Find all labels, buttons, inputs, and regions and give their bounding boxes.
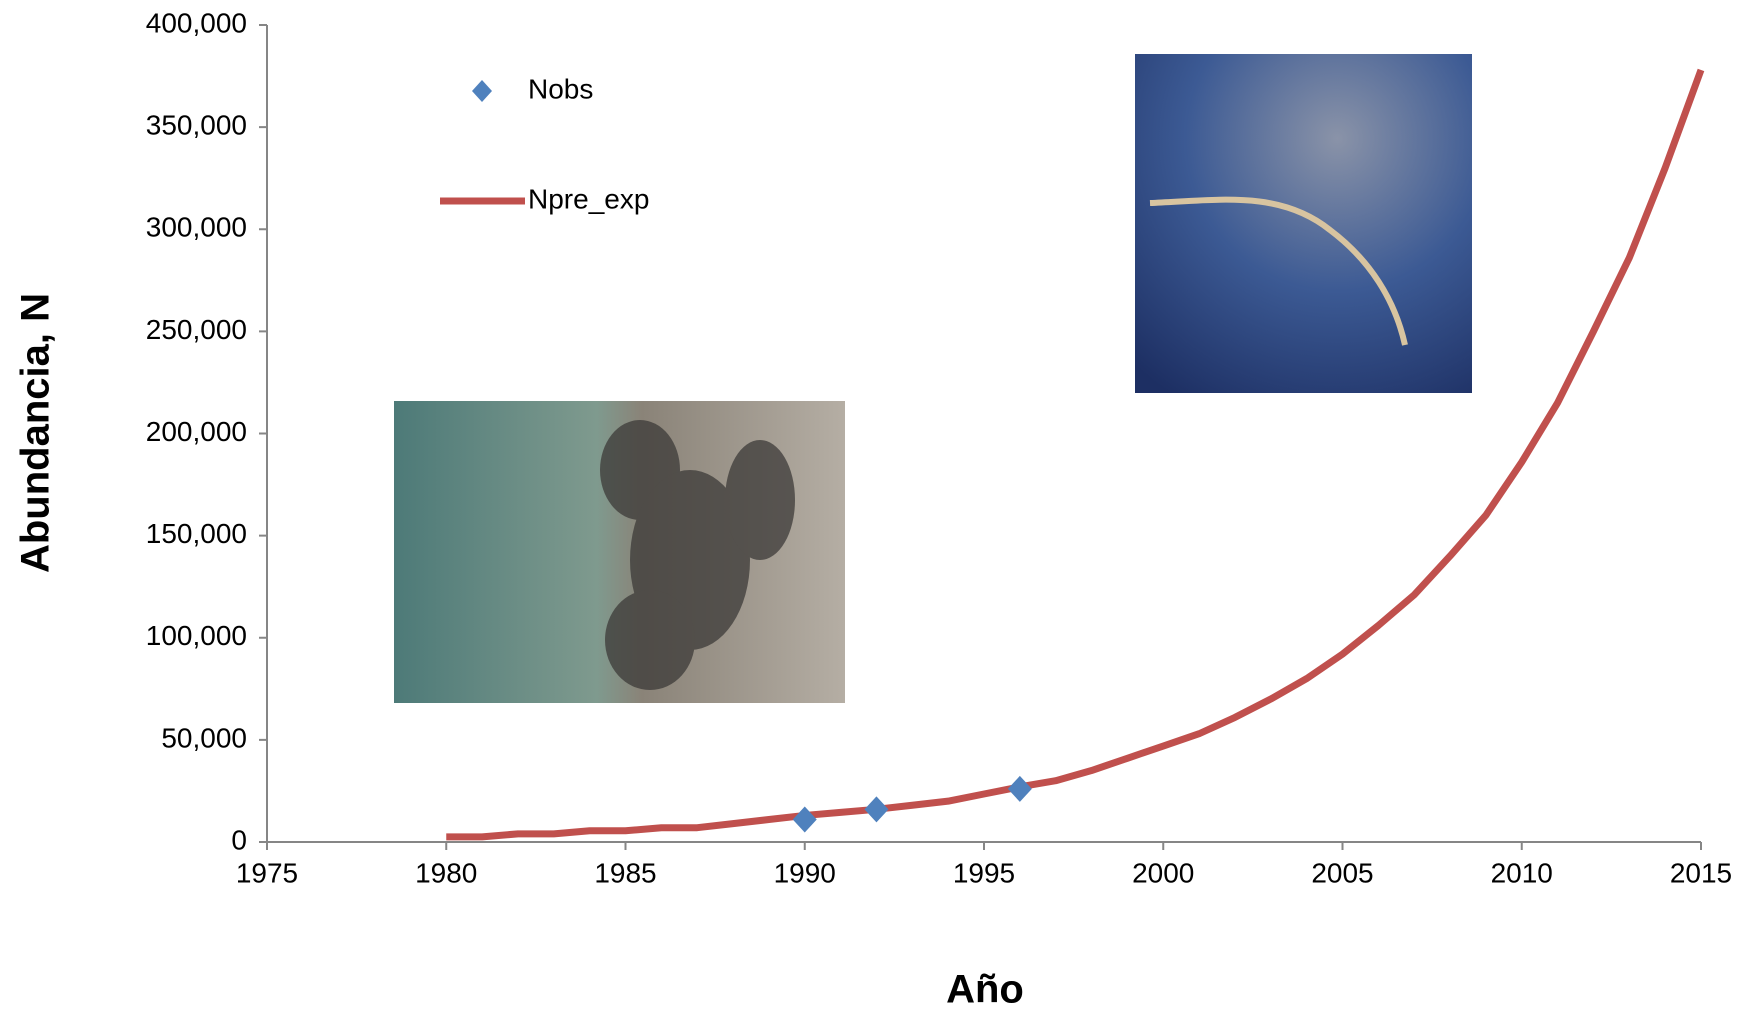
x-tick-label: 2010 bbox=[1491, 857, 1553, 888]
y-tick-label: 0 bbox=[231, 824, 247, 855]
y-tick-label: 200,000 bbox=[146, 416, 247, 447]
x-tick-label: 2000 bbox=[1132, 857, 1194, 888]
x-tick-label: 1975 bbox=[236, 857, 298, 888]
y-axis-title: Abundancia, N bbox=[14, 293, 58, 573]
x-tick-label: 1985 bbox=[594, 857, 656, 888]
chart: Año Abundancia, N 0 50,000 100,000 150,000 2… bbox=[0, 0, 1748, 1011]
x-tick-label: 1995 bbox=[953, 857, 1015, 888]
marker bbox=[793, 807, 817, 833]
x-axis-title: Año bbox=[946, 968, 1024, 1011]
marker bbox=[864, 796, 888, 822]
legend-marker bbox=[472, 80, 492, 102]
y-tick-label: 400,000 bbox=[146, 7, 247, 38]
y-tick-label: 350,000 bbox=[146, 110, 247, 141]
y-tick-label: 50,000 bbox=[161, 722, 247, 753]
y-tick-label: 300,000 bbox=[146, 212, 247, 243]
x-tick-label: 1980 bbox=[415, 857, 477, 888]
x-tick-label: 2015 bbox=[1670, 857, 1732, 888]
legend-label: Nobs bbox=[528, 73, 593, 104]
y-tick-label: 100,000 bbox=[146, 620, 247, 651]
marker bbox=[1008, 776, 1032, 802]
y-tick-label: 250,000 bbox=[146, 314, 247, 345]
y-tick-label: 150,000 bbox=[146, 518, 247, 549]
legend-label: Npre_exp bbox=[528, 183, 649, 214]
x-tick-label: 1990 bbox=[774, 857, 836, 888]
x-tick-label: 2005 bbox=[1311, 857, 1373, 888]
island-photo bbox=[1135, 54, 1472, 393]
